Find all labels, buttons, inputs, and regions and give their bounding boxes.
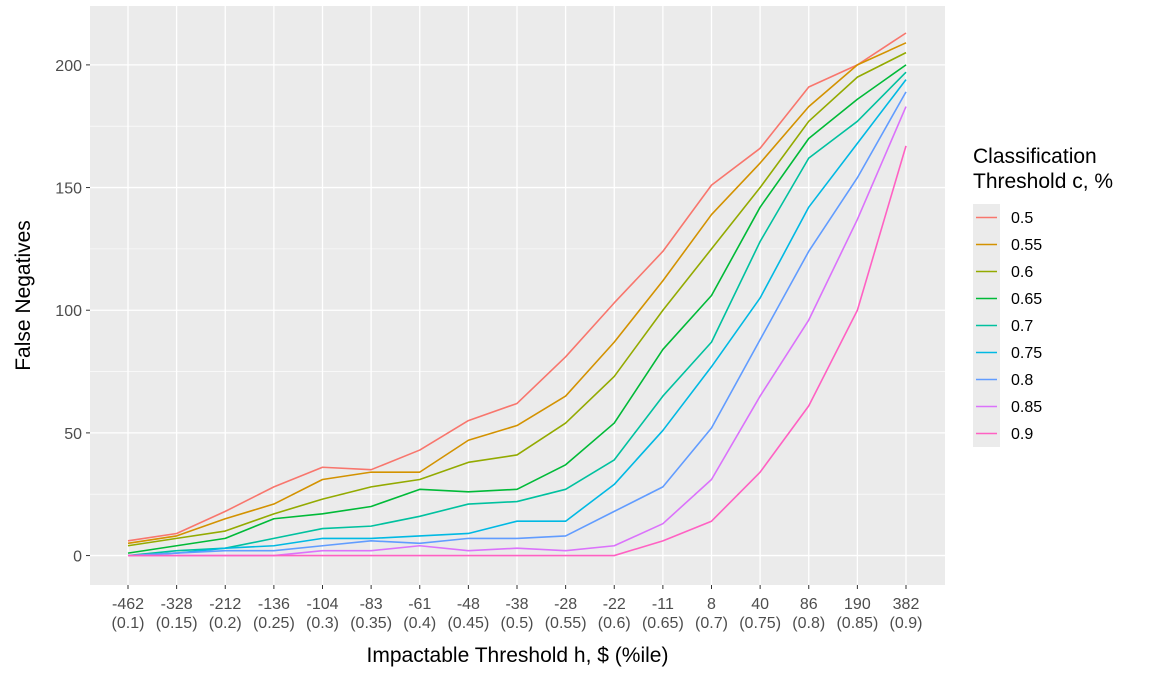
x-tick-sublabel: (0.65) xyxy=(642,615,684,632)
legend-item: 0.85 xyxy=(973,393,1042,420)
y-tick-label: 0 xyxy=(73,549,82,566)
x-tick-label: -28 xyxy=(554,596,577,613)
x-tick-label: -38 xyxy=(505,596,528,613)
x-tick-sublabel: (0.9) xyxy=(890,615,923,632)
y-axis-title: False Negatives xyxy=(12,220,35,371)
x-tick-label: -104 xyxy=(306,596,338,613)
series-line xyxy=(127,64,907,554)
legend-label: 0.75 xyxy=(1011,345,1042,362)
x-tick-sublabel: (0.4) xyxy=(403,615,436,632)
legend-label: 0.55 xyxy=(1011,237,1042,254)
legend-label: 0.9 xyxy=(1011,426,1033,443)
x-tick-label: -61 xyxy=(408,596,431,613)
y-axis: 0 50 100 150 200 xyxy=(55,58,90,566)
x-tick-label: -83 xyxy=(360,596,383,613)
x-tick-sublabel: (0.6) xyxy=(598,615,631,632)
legend-label: 0.65 xyxy=(1011,291,1042,308)
x-tick-label: -22 xyxy=(603,596,626,613)
x-tick-sublabel: (0.55) xyxy=(545,615,587,632)
x-tick-label: -11 xyxy=(652,596,674,613)
x-tick-sublabel: (0.45) xyxy=(447,615,489,632)
x-tick-label: 190 xyxy=(844,596,871,613)
legend-item: 0.75 xyxy=(973,339,1042,366)
x-tick-label: 8 xyxy=(707,596,716,613)
legend: Classification Threshold c, % 0.5 0.55 0.6… xyxy=(973,145,1113,447)
legend-item: 0.8 xyxy=(973,366,1033,393)
legend-label: 0.6 xyxy=(1011,264,1033,281)
series-line xyxy=(127,42,907,545)
x-tick-label: -212 xyxy=(209,596,241,613)
x-tick-sublabel: (0.25) xyxy=(253,615,295,632)
legend-items: 0.5 0.55 0.6 0.65 0.7 0.75 0.8 0.85 0.9 xyxy=(973,204,1042,447)
legend-item: 0.9 xyxy=(973,420,1033,447)
y-tick-label: 50 xyxy=(64,426,82,443)
x-tick-label: 86 xyxy=(800,596,818,613)
legend-item: 0.65 xyxy=(973,285,1042,312)
x-tick-label: -462 xyxy=(112,596,144,613)
legend-label: 0.5 xyxy=(1011,210,1033,227)
series-lines xyxy=(127,32,907,557)
x-tick-sublabel: (0.85) xyxy=(836,615,878,632)
x-tick-label: 40 xyxy=(751,596,769,613)
x-tick-sublabel: (0.75) xyxy=(739,615,781,632)
x-tick-sublabel: (0.5) xyxy=(501,615,534,632)
legend-title-line-1: Classification xyxy=(973,145,1097,168)
y-tick-label: 100 xyxy=(55,303,82,320)
x-tick-sublabel: (0.3) xyxy=(306,615,339,632)
x-axis-title: Impactable Threshold h, $ (%ile) xyxy=(367,644,669,667)
y-tick-label: 150 xyxy=(55,181,82,198)
legend-label: 0.8 xyxy=(1011,372,1033,389)
x-tick-label: -328 xyxy=(161,596,193,613)
x-tick-sublabel: (0.2) xyxy=(209,615,242,632)
x-tick-sublabel: (0.1) xyxy=(112,615,145,632)
legend-item: 0.6 xyxy=(973,258,1033,285)
series-line xyxy=(127,51,907,547)
x-tick-sublabel: (0.8) xyxy=(792,615,825,632)
legend-item: 0.7 xyxy=(973,312,1033,339)
x-tick-label: -136 xyxy=(258,596,290,613)
legend-item: 0.5 xyxy=(973,204,1033,231)
series-line xyxy=(127,32,907,542)
x-tick-sublabel: (0.35) xyxy=(350,615,392,632)
x-tick-sublabel: (0.7) xyxy=(695,615,728,632)
legend-item: 0.55 xyxy=(973,231,1042,258)
series-line xyxy=(127,71,907,557)
x-tick-sublabel: (0.15) xyxy=(156,615,198,632)
x-tick-label: -48 xyxy=(457,596,480,613)
y-tick-label: 200 xyxy=(55,58,82,75)
legend-label: 0.7 xyxy=(1011,318,1033,335)
x-tick-label: 382 xyxy=(893,596,920,613)
x-axis: -462 (0.1) -328 (0.15) -212 (0.2) -136 (0.25) -1… xyxy=(112,585,923,632)
series-line xyxy=(128,145,907,557)
legend-label: 0.85 xyxy=(1011,399,1042,416)
series-line xyxy=(127,79,907,557)
series-line xyxy=(127,91,907,557)
legend-title-line-2: Threshold c, % xyxy=(973,170,1113,193)
